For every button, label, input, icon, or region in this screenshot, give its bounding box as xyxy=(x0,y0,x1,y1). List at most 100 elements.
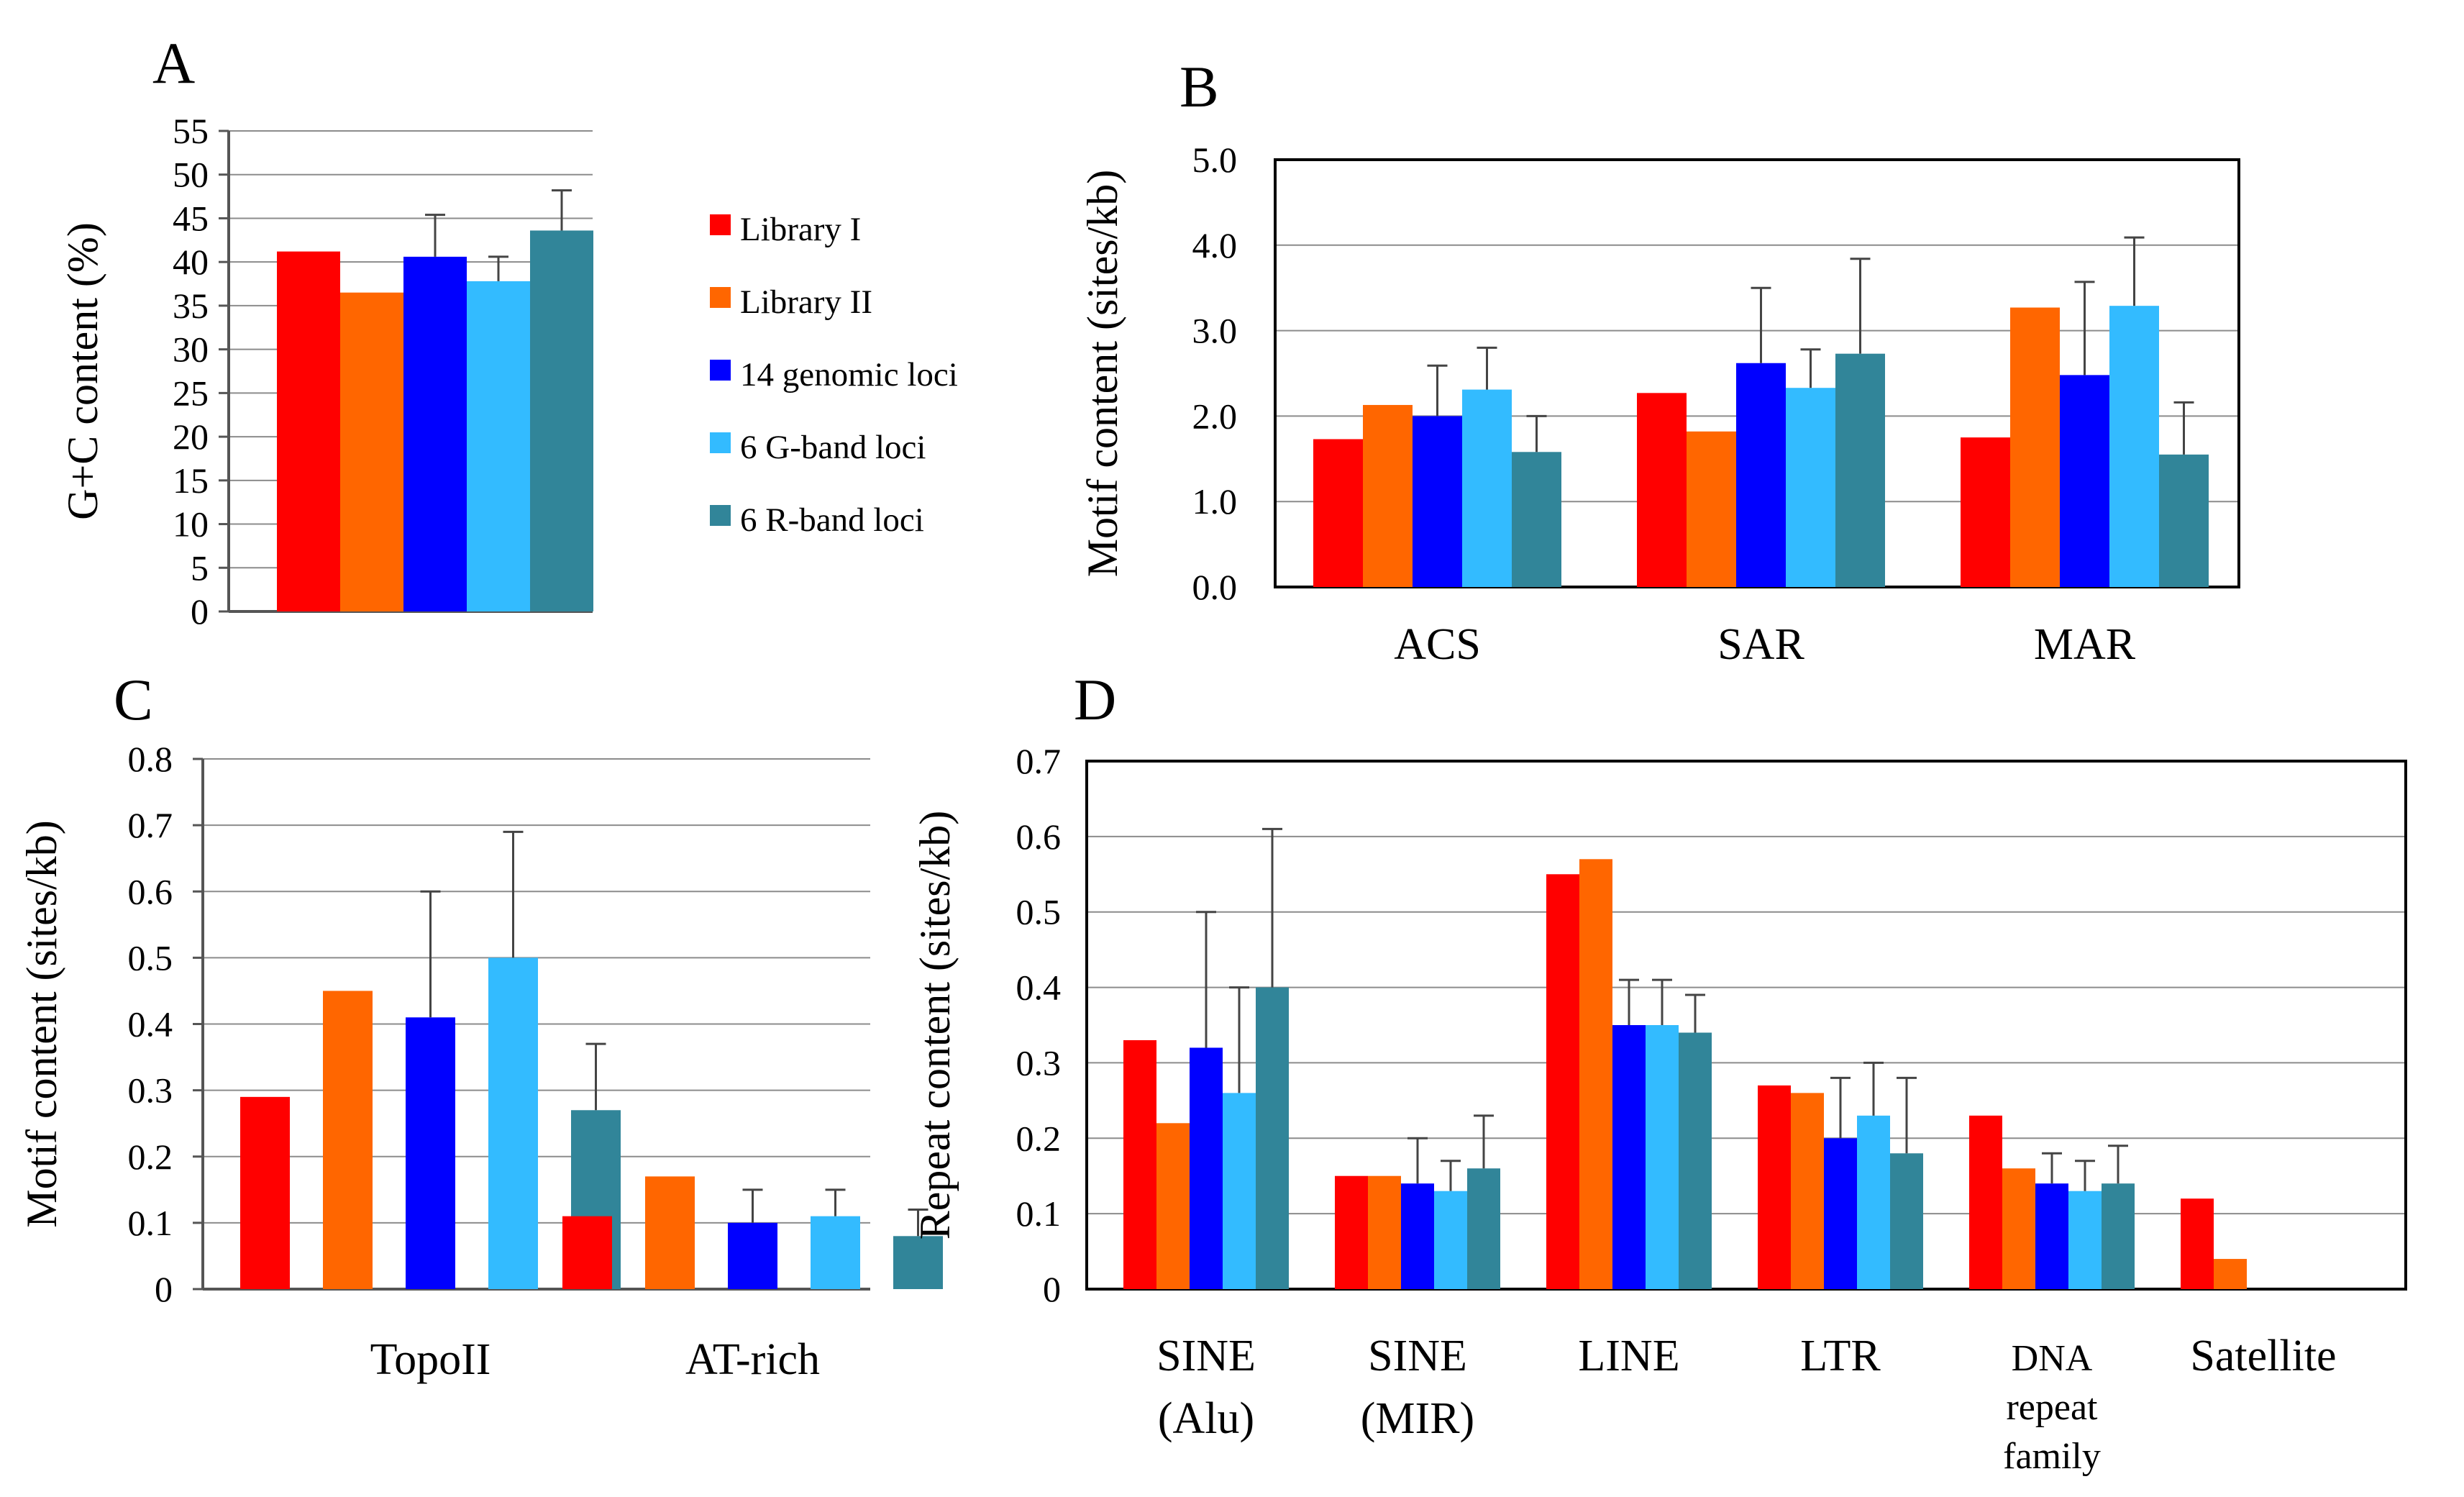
bar-mar-series-5 xyxy=(2159,454,2209,587)
y-tick-label: 0.6 xyxy=(128,871,173,911)
y-tick-label: 55 xyxy=(173,111,209,151)
y-axis-title: Motif content (sites/kb) xyxy=(1079,170,1126,578)
bar-ltr-series-5 xyxy=(1890,1153,1923,1289)
bar-sar-series-1 xyxy=(1637,393,1687,587)
bar-ltr-series-1 xyxy=(1758,1085,1791,1289)
bar-all-series-4 xyxy=(467,281,530,611)
x-category-label: repeat xyxy=(2006,1387,2098,1428)
y-tick-label: 0.1 xyxy=(1016,1193,1062,1234)
x-category-label: LINE xyxy=(1578,1332,1679,1380)
panel-c-chart: 0 0.1 0.2 0.3 0.4 0.5 0.6 0.7 0.8 Motif content (… xyxy=(18,739,943,1384)
y-tick-label: 0.7 xyxy=(1016,741,1062,781)
bar-line-series-1 xyxy=(1546,874,1579,1289)
x-category-label: TopoII xyxy=(370,1335,491,1384)
legend-swatch-1 xyxy=(710,214,731,235)
legend-label-2: Library II xyxy=(740,283,872,321)
bar-topoii-series-3 xyxy=(406,1017,455,1289)
y-tick-label: 0.6 xyxy=(1016,816,1062,857)
x-category-label: MAR xyxy=(2034,620,2136,669)
bar-line-series-3 xyxy=(1612,1025,1646,1289)
legend-swatch-5 xyxy=(710,505,731,526)
bar-sine-mir--series-4 xyxy=(1434,1191,1467,1289)
bar-dna-repeat-family-series-4 xyxy=(2068,1191,2102,1289)
bar-sine-alu--series-1 xyxy=(1123,1039,1156,1289)
bar-sine-mir--series-1 xyxy=(1335,1175,1368,1289)
y-tick-label: 0.4 xyxy=(1016,968,1062,1008)
y-tick-label: 30 xyxy=(173,329,209,370)
y-tick-label: 0 xyxy=(155,1269,173,1309)
bar-all-series-1 xyxy=(277,251,340,611)
panel-label-c: C xyxy=(114,667,153,732)
bar-sar-series-2 xyxy=(1687,431,1736,587)
legend-label-5: 6 R-band loci xyxy=(740,501,924,539)
bar-acs-series-4 xyxy=(1462,389,1512,587)
bar-satellite-series-2 xyxy=(2214,1259,2247,1289)
y-tick-label: 0.3 xyxy=(1016,1042,1062,1083)
x-category-label: (MIR) xyxy=(1361,1394,1474,1443)
x-category-label: DNA xyxy=(2012,1338,2093,1379)
legend: Library I Library II 14 genomic loci 6 G-ba… xyxy=(710,211,958,539)
bar-at-rich-series-5 xyxy=(893,1236,943,1289)
legend-swatch-4 xyxy=(710,432,731,453)
bar-all-series-5 xyxy=(530,230,593,611)
y-tick-label: 0.5 xyxy=(1016,892,1062,932)
bar-dna-repeat-family-series-2 xyxy=(2002,1168,2035,1289)
bar-at-rich-series-3 xyxy=(728,1222,777,1289)
x-category-label: SAR xyxy=(1717,620,1804,669)
bar-at-rich-series-2 xyxy=(645,1176,695,1289)
bar-acs-series-3 xyxy=(1413,416,1462,587)
bar-sine-alu--series-5 xyxy=(1256,987,1289,1289)
x-category-label: AT-rich xyxy=(685,1335,820,1384)
bar-all-series-2 xyxy=(340,292,403,611)
legend-label-4: 6 G-band loci xyxy=(740,429,926,466)
bar-sine-mir--series-3 xyxy=(1401,1183,1434,1289)
bar-acs-series-5 xyxy=(1512,452,1561,587)
bar-line-series-5 xyxy=(1679,1032,1712,1289)
y-tick-label: 40 xyxy=(173,242,209,282)
bar-sine-mir--series-5 xyxy=(1467,1168,1500,1289)
legend-swatch-3 xyxy=(710,360,731,381)
panel-label-d: D xyxy=(1074,667,1116,732)
x-category-label: SINE xyxy=(1156,1332,1256,1380)
y-tick-label: 4.0 xyxy=(1192,225,1238,265)
bar-dna-repeat-family-series-1 xyxy=(1969,1115,2002,1289)
bar-sar-series-4 xyxy=(1786,388,1835,587)
y-tick-label: 0.2 xyxy=(128,1137,173,1177)
y-tick-label: 0 xyxy=(1043,1269,1061,1309)
bar-topoii-series-2 xyxy=(323,991,373,1289)
y-tick-label: 0.3 xyxy=(128,1070,173,1111)
bar-line-series-4 xyxy=(1646,1025,1679,1289)
y-tick-label: 50 xyxy=(173,155,209,195)
panel-d-chart: 0 0.1 0.2 0.3 0.4 0.5 0.6 0.7 Repeat content (si… xyxy=(911,741,2407,1477)
y-axis-title: Repeat content (sites/kb) xyxy=(911,811,959,1239)
bar-line-series-2 xyxy=(1579,859,1612,1289)
y-tick-label: 2.0 xyxy=(1192,396,1238,436)
y-tick-label: 0.8 xyxy=(128,739,173,779)
bar-ltr-series-2 xyxy=(1791,1093,1824,1289)
y-axis-title: Motif content (sites/kb) xyxy=(18,820,65,1228)
x-category-label: LTR xyxy=(1800,1332,1881,1380)
bar-topoii-series-1 xyxy=(240,1096,290,1289)
bar-ltr-series-4 xyxy=(1857,1115,1890,1289)
y-tick-label: 25 xyxy=(173,373,209,413)
y-axis-title: G+C content (%) xyxy=(59,222,106,520)
bar-all-series-3 xyxy=(403,256,467,611)
bar-ltr-series-3 xyxy=(1824,1138,1857,1289)
x-category-label: family xyxy=(2003,1436,2101,1477)
bar-mar-series-3 xyxy=(2060,375,2109,587)
panel-b-chart: 0.0 1.0 2.0 3.0 4.0 5.0 Motif content (sites/k… xyxy=(1079,140,2240,669)
bar-acs-series-2 xyxy=(1363,404,1413,587)
bar-at-rich-series-4 xyxy=(811,1216,860,1289)
y-tick-label: 5.0 xyxy=(1192,140,1238,180)
y-tick-label: 10 xyxy=(173,504,209,545)
bar-topoii-series-4 xyxy=(488,957,538,1289)
y-tick-label: 45 xyxy=(173,198,209,238)
y-tick-label: 0 xyxy=(191,591,209,632)
bar-sine-mir--series-2 xyxy=(1368,1175,1401,1289)
y-tick-label: 0.5 xyxy=(128,937,173,978)
bar-sar-series-5 xyxy=(1835,353,1885,587)
y-tick-label: 0.0 xyxy=(1192,567,1238,607)
y-tick-label: 15 xyxy=(173,460,209,501)
y-tick-label: 0.4 xyxy=(128,1004,173,1045)
